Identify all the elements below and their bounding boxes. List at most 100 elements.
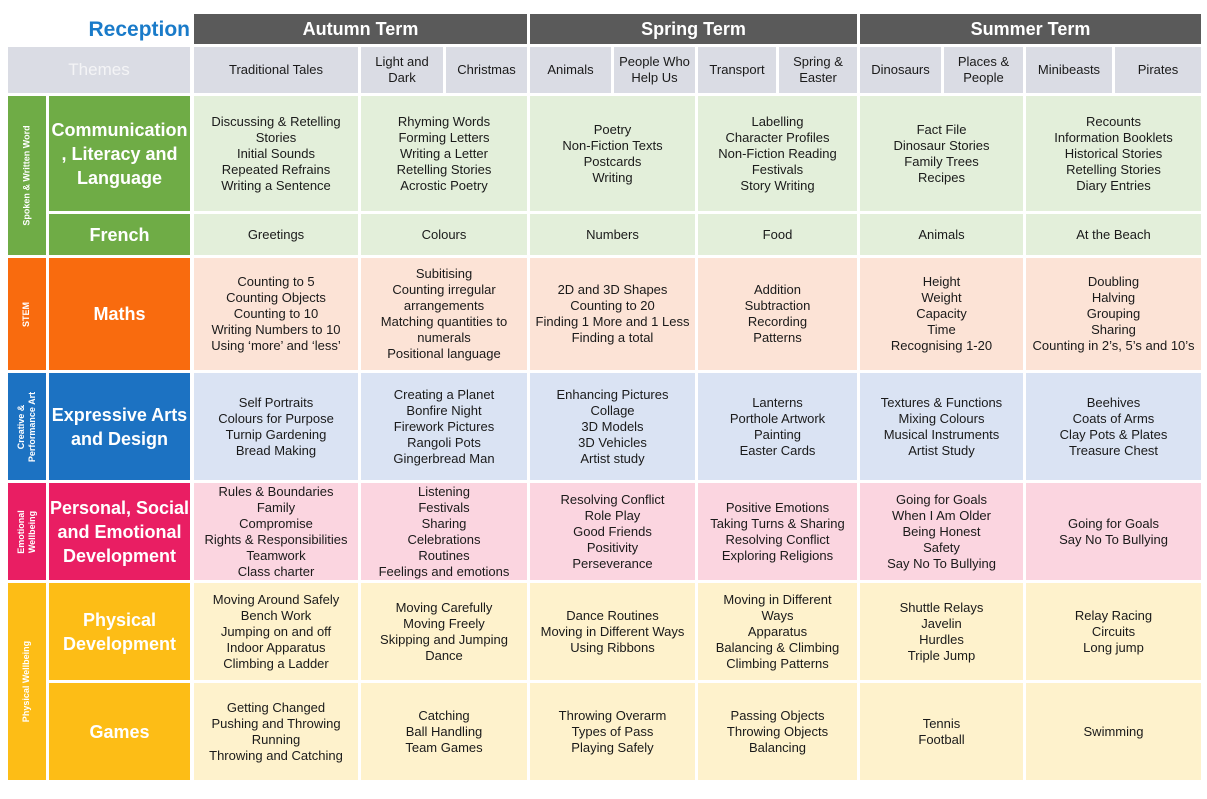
topic-line: Indoor Apparatus [226,639,326,655]
topic-line: Pushing and Throwing [211,715,341,731]
topic-line: numerals [417,330,471,345]
topic-line: Fact File [916,121,967,137]
topic-line: Counting in 2’s, 5’s and 10’s [1032,338,1195,353]
subject-label: French [49,214,190,255]
topic-line: Say No To Bullying [1059,531,1168,547]
topic-line: Initial Sounds [236,145,316,161]
topic-line: Bench Work [240,607,312,623]
topic-line: Taking Turns & Sharing [710,515,845,531]
topic-line: Moving Around Safely [212,591,340,607]
theme-cell: People Who Help Us [614,47,695,93]
topic-line: Matching quantities to [380,314,508,329]
subject-label: Maths [49,258,190,370]
topic-line: Stories [255,129,297,145]
topic-line: Perseverance [572,555,653,571]
topic-cell: Creating a Planet Bonfire Night Firework P… [361,373,527,480]
term-header: Summer Term [860,14,1201,44]
topic-line: Throwing and Catching [209,747,343,763]
topic-line: Exploring Religions [721,547,834,563]
topic-cell: Colours [361,214,527,255]
topic-cell: Recounts Information Booklets Historical S… [1026,96,1201,211]
topic-line: Textures & Functions [880,394,1003,410]
topic-line: Moving Freely [403,615,485,631]
topic-cell: Animals [860,214,1023,255]
topic-line: Poetry [593,121,632,137]
topic-cell: Catching Ball Handling Team Games [361,683,527,780]
topic-line: Dance [425,647,463,663]
topic-line: Compromise [239,515,313,531]
topic-line: Colours for Purpose [218,410,334,426]
topic-line: Writing [592,169,633,185]
subject-label: Games [49,683,190,780]
topic-line: Finding a total [571,330,654,345]
topic-line: Teamwork [246,547,306,563]
theme-label: Minibeasts [1037,62,1101,77]
topic-cell: Positive Emotions Taking Turns & Sharing R… [698,483,857,580]
topic-line: Using ‘more’ and ‘less’ [211,338,341,353]
topic-line: Mixing Colours [898,410,985,426]
topic-line: Hurdles [919,631,964,647]
topic-cell: Rhyming Words Forming Letters Writing a Le… [361,96,527,211]
topic-cell: At the Beach [1026,214,1201,255]
topic-cell: Labelling Character Profiles Non-Fiction R… [698,96,857,211]
theme-cell: Christmas [446,47,527,93]
topic-line: Recognising 1-20 [890,338,993,353]
area-label-line: STEM [21,301,32,327]
topic-line: Family [256,499,296,515]
theme-cell: Pirates [1115,47,1201,93]
topic-line: Greetings [247,226,305,242]
topic-line: Getting Changed [226,699,326,715]
topic-line: Character Profiles [725,129,830,145]
subject-name-line: Communication [51,119,188,140]
topic-line: Going for Goals [1067,515,1160,531]
topic-line: Routines [418,547,470,563]
topic-cell: Doubling Halving Grouping Sharing Counting i… [1026,258,1201,370]
topic-line: Retelling Stories [396,161,492,177]
topic-line: Ways [761,607,794,623]
topic-cell: Going for Goals Say No To Bullying [1026,483,1201,580]
topic-line: Recipes [918,169,965,185]
area-label: STEM [8,258,46,370]
topic-line: Non-Fiction Texts [562,137,663,153]
topic-line: Rules & Boundaries [218,483,334,499]
topic-line: 2D and 3D Shapes [557,282,668,297]
topic-line: Catching [418,707,470,723]
topic-line: Beehives [1086,394,1141,410]
topic-cell: Lanterns Porthole Artwork Painting Easter C… [698,373,857,480]
topic-line: Writing Numbers to 10 [211,322,341,337]
topic-cell: Poetry Non-Fiction Texts Postcards Writing [530,96,695,211]
topic-line: Football [918,731,965,747]
theme-cell: Spring & Easter [779,47,857,93]
topic-line: Subitising [415,266,473,281]
topic-line: Subtraction [744,298,811,313]
topic-line: Turnip Gardening [225,426,327,442]
area-label-line: Performance Art [27,391,38,462]
topic-cell: Shuttle Relays Javelin Hurdles Triple Jump [860,583,1023,680]
topic-cell: Going for Goals When I Am Older Being Hone… [860,483,1023,580]
topic-cell: Dance Routines Moving in Different Ways Us… [530,583,695,680]
subject-name-line: Development [62,633,177,654]
topic-cell: Fact File Dinosaur Stories Family Trees Rec… [860,96,1023,211]
topic-line: Throwing Overarm [558,707,667,723]
topic-line: Postcards [583,153,642,169]
subject-label: Physical Development [49,583,190,680]
topic-line: Feelings and emotions [378,563,510,579]
topic-line: Porthole Artwork [729,410,826,426]
topic-line: Rights & Responsibilities [204,531,348,547]
topic-line: Writing a Letter [400,145,488,161]
theme-cell: Minibeasts [1026,47,1112,93]
topic-cell: Beehives Coats of Arms Clay Pots & Plates T… [1026,373,1201,480]
topic-line: Counting to 20 [570,298,655,313]
topic-cell: Numbers [530,214,695,255]
topic-line: Role Play [584,507,641,523]
topic-line: Safety [923,539,960,555]
topic-cell: Textures & Functions Mixing Colours Musica… [860,373,1023,480]
subject-name-line: Maths [93,304,146,324]
topic-line: Numbers [586,226,639,242]
topic-line: Patterns [753,330,802,345]
topic-line: Triple Jump [907,647,976,663]
topic-line: Labelling [751,113,804,129]
area-label-text: STEM [21,301,32,326]
theme-label: Christmas [457,62,516,77]
term-name: Summer Term [970,18,1091,39]
